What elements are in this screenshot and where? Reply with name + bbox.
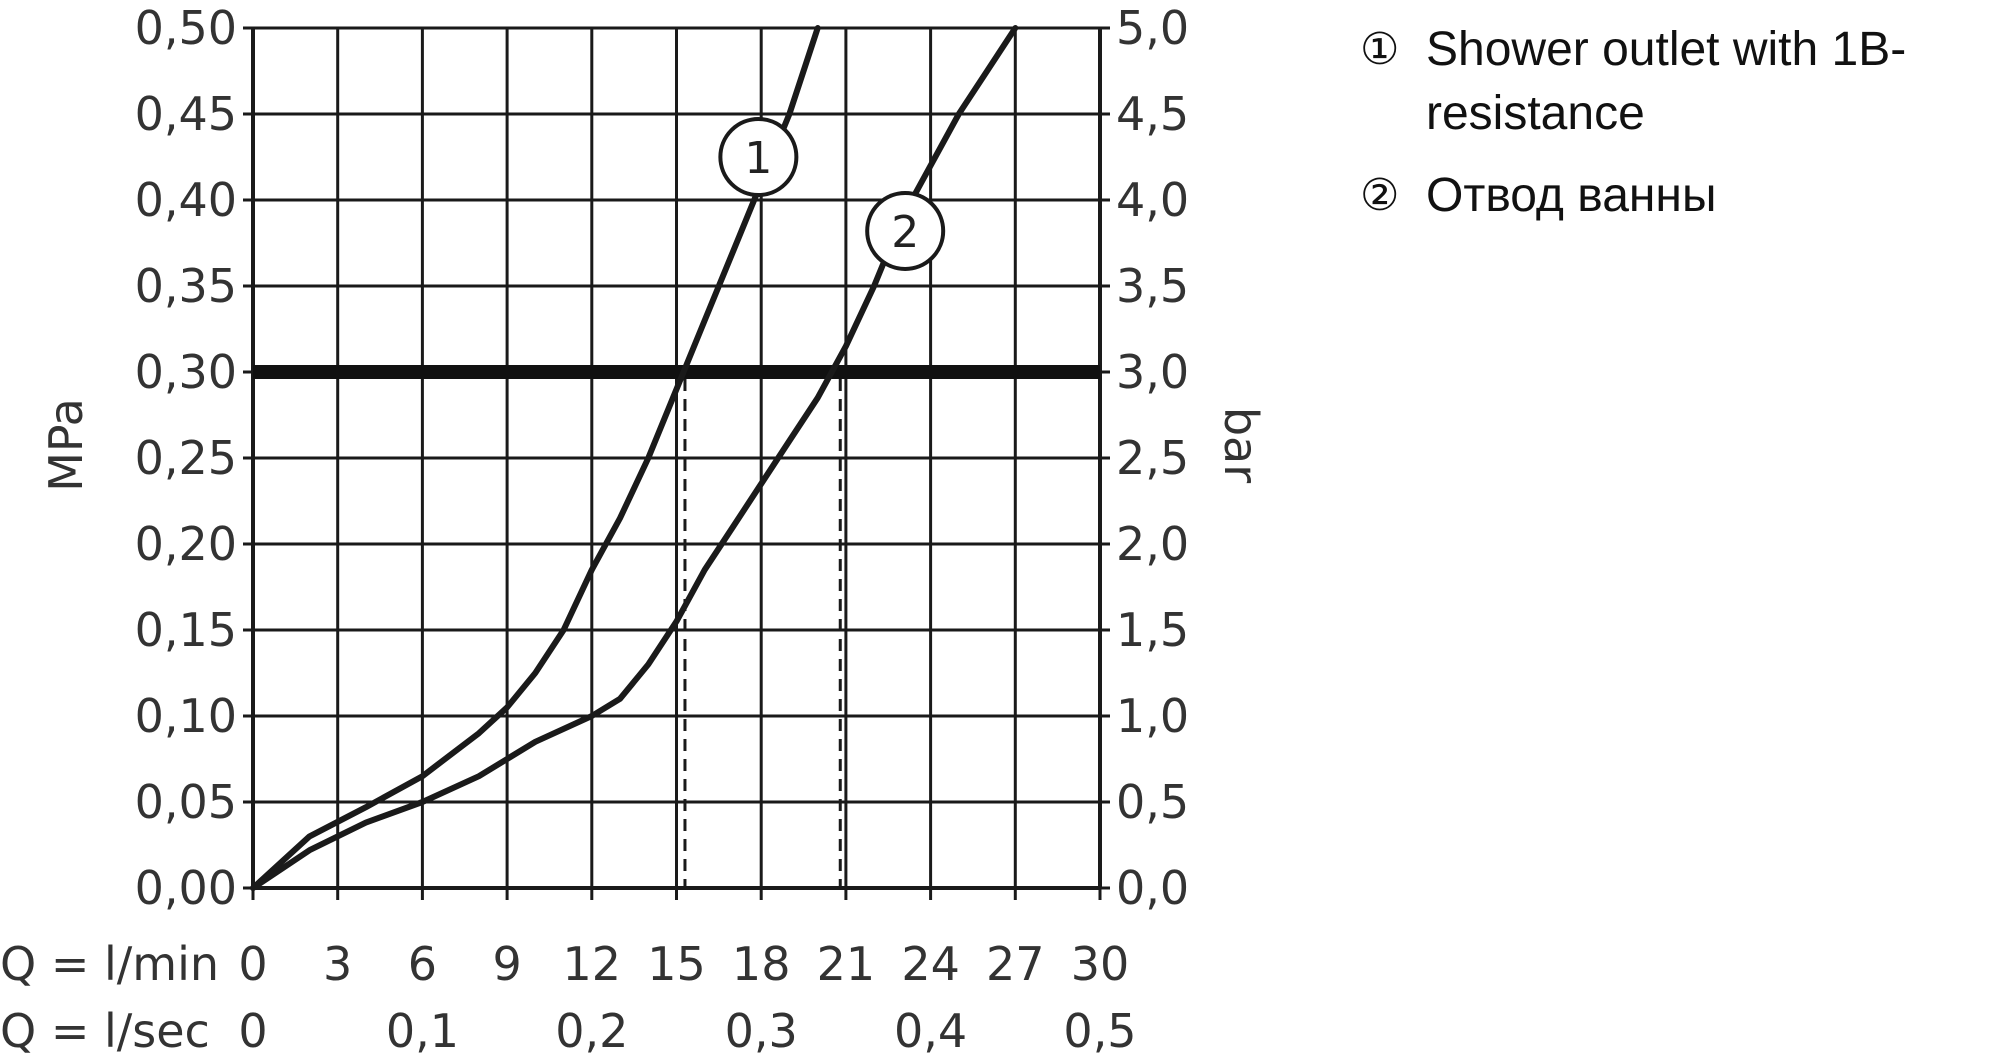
x-tick-label-lmin: 9 bbox=[492, 937, 521, 991]
y-tick-label-mpa: 0,15 bbox=[135, 603, 237, 657]
grid bbox=[243, 26, 1110, 900]
y-tick-label-mpa: 0,40 bbox=[135, 173, 237, 227]
y-tick-label-mpa: 0,20 bbox=[135, 517, 237, 571]
y-tick-label-bar: 2,0 bbox=[1116, 517, 1189, 571]
legend-text-2: Отвод ванны bbox=[1426, 169, 1717, 222]
x-axis-lsec-row-label: Q = l/sec bbox=[0, 1004, 210, 1058]
y-tick-label-bar: 1,5 bbox=[1116, 603, 1189, 657]
series-line-2 bbox=[250, 25, 1019, 891]
y-tick-label-mpa: 0,10 bbox=[135, 689, 237, 743]
y-tick-label-mpa: 0,00 bbox=[135, 861, 237, 915]
y-tick-label-bar: 4,5 bbox=[1116, 87, 1189, 141]
x-tick-label-lmin: 27 bbox=[986, 937, 1045, 991]
x-tick-label-lsec: 0,2 bbox=[555, 1004, 628, 1058]
y-axis-right-label: bar bbox=[1214, 407, 1268, 483]
x-tick-label-lmin: 21 bbox=[817, 937, 876, 991]
legend-marker-2: ② bbox=[1360, 170, 1400, 221]
y-tick-label-mpa: 0,50 bbox=[135, 1, 237, 55]
y-tick-label-mpa: 0,25 bbox=[135, 431, 237, 485]
tick-labels: 0,000,050,100,150,200,250,300,350,400,45… bbox=[135, 1, 1190, 1058]
x-axis-lmin-row-label: Q = l/min bbox=[0, 937, 219, 991]
y-tick-label-mpa: 0,05 bbox=[135, 775, 237, 829]
y-tick-label-bar: 1,0 bbox=[1116, 689, 1189, 743]
series-marker-circle-1 bbox=[718, 117, 799, 197]
reference-layer bbox=[253, 365, 1100, 888]
series-marker-label-2: 2 bbox=[891, 207, 919, 258]
x-tick-label-lsec: 0,5 bbox=[1063, 1004, 1136, 1058]
legend-item-1: ① Shower outlet with 1B-resistance bbox=[1360, 18, 1990, 146]
x-tick-label-lsec: 0,4 bbox=[894, 1004, 967, 1058]
y-tick-label-bar: 3,0 bbox=[1116, 345, 1189, 399]
x-tick-label-lsec: 0,3 bbox=[725, 1004, 798, 1058]
y-tick-label-mpa: 0,45 bbox=[135, 87, 237, 141]
x-tick-label-lmin: 6 bbox=[408, 937, 437, 991]
legend-text-1: Shower outlet with 1B-resistance bbox=[1426, 23, 1907, 140]
series-marker-circle-2 bbox=[865, 190, 946, 271]
legend-item-2: ② Отвод ванны bbox=[1360, 164, 1990, 228]
y-tick-label-mpa: 0,35 bbox=[135, 259, 237, 313]
series-line-1 bbox=[250, 25, 821, 891]
y-axis-left-label: MPa bbox=[39, 398, 93, 492]
y-tick-label-bar: 2,5 bbox=[1116, 431, 1189, 485]
x-tick-label-lsec: 0,1 bbox=[386, 1004, 459, 1058]
y-tick-label-bar: 0,5 bbox=[1116, 775, 1189, 829]
x-tick-label-lmin: 30 bbox=[1071, 937, 1130, 991]
y-tick-label-bar: 0,0 bbox=[1116, 861, 1189, 915]
y-tick-label-bar: 5,0 bbox=[1116, 1, 1189, 55]
x-tick-label-lmin: 18 bbox=[732, 937, 791, 991]
y-tick-label-bar: 4,0 bbox=[1116, 173, 1189, 227]
x-tick-label-lmin: 0 bbox=[238, 937, 267, 991]
x-tick-label-lmin: 15 bbox=[647, 937, 706, 991]
x-tick-label-lmin: 12 bbox=[563, 937, 622, 991]
curves: 12 bbox=[250, 25, 1019, 891]
x-tick-label-lmin: 24 bbox=[901, 937, 960, 991]
series-marker-label-1: 1 bbox=[744, 133, 772, 184]
x-tick-label-lsec: 0 bbox=[238, 1004, 267, 1058]
y-tick-label-mpa: 0,30 bbox=[135, 345, 237, 399]
legend-marker-1: ① bbox=[1360, 24, 1400, 75]
legend: ① Shower outlet with 1B-resistance ② Отв… bbox=[1360, 18, 1990, 246]
y-tick-label-bar: 3,5 bbox=[1116, 259, 1189, 313]
x-tick-label-lmin: 3 bbox=[323, 937, 352, 991]
